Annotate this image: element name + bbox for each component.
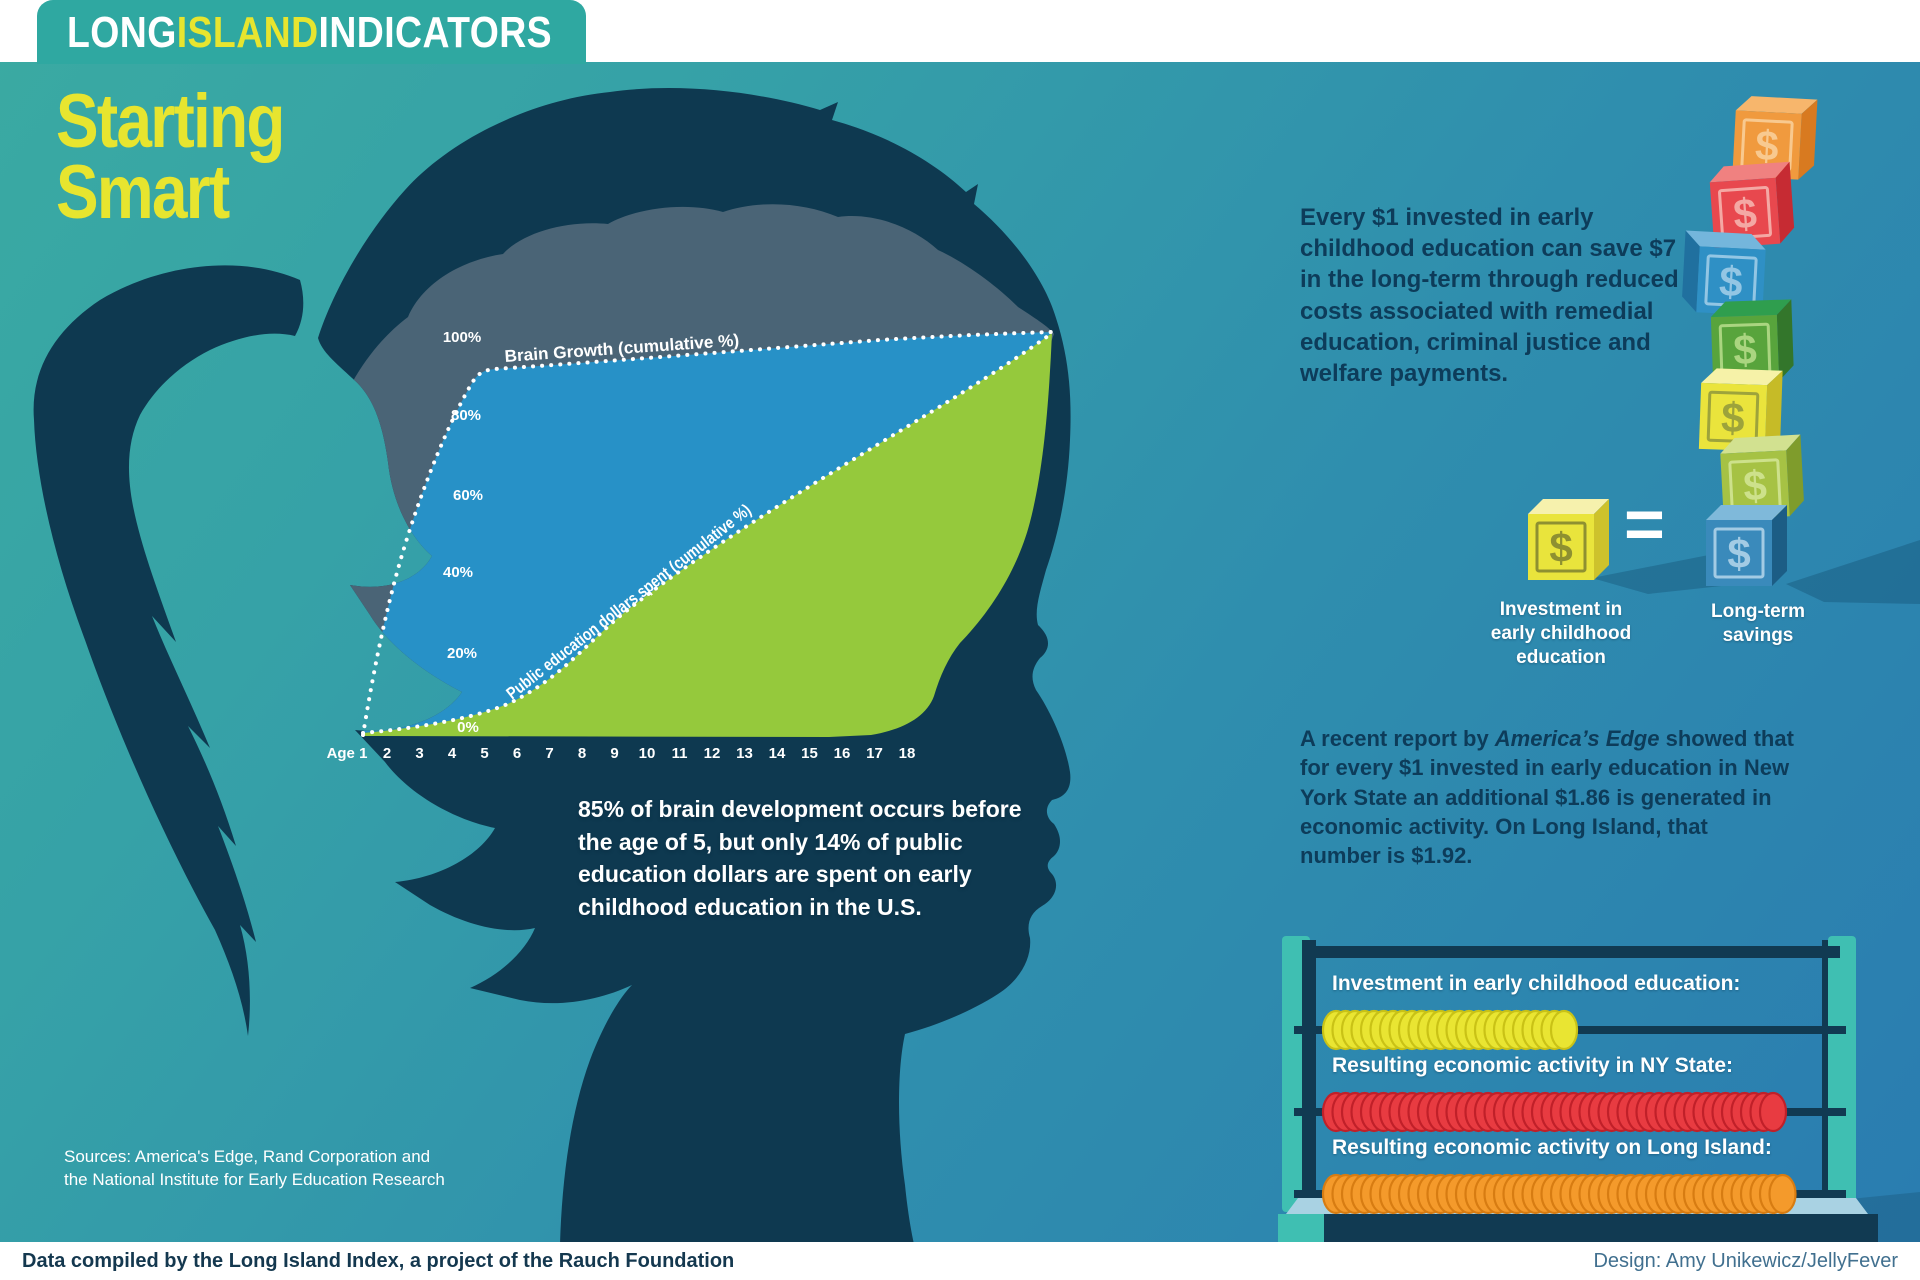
x-tick: 12	[704, 745, 721, 762]
x-tick: 9	[610, 745, 618, 762]
dollar-block-red: $	[1709, 161, 1795, 249]
sources-note: Sources: America's Edge, Rand Corporatio…	[64, 1147, 445, 1189]
dollar-icon: $	[1718, 257, 1744, 305]
x-tick: 4	[448, 745, 457, 762]
dollar-icon: $	[1733, 326, 1758, 374]
x-tick: 2	[383, 745, 391, 762]
dollar-block-olive: $	[1720, 434, 1804, 520]
brand-island: ISLAND	[176, 8, 319, 57]
savings-paragraph: Every $1 invested in early childhood edu…	[1300, 204, 1679, 387]
para2-suffix: showed that for every $1 invested in ear…	[1300, 726, 1794, 868]
page-title: Starting Smart	[56, 79, 285, 236]
para2-report-name: America’s Edge	[1494, 726, 1660, 751]
dollar-icon: $	[1742, 461, 1768, 509]
abacus-row-label-nystate: Resulting economic activity in NY State:	[1332, 1054, 1734, 1077]
footer-bar	[0, 1242, 1920, 1280]
dollar-icon: $	[1549, 524, 1572, 571]
x-tick: 5	[480, 745, 488, 762]
brand-indicators: INDICATORS	[318, 8, 553, 57]
abacus-graphic	[1278, 936, 1920, 1248]
abacus-bead	[1549, 1009, 1579, 1051]
dollar-block-blue-dark: $	[1706, 505, 1787, 586]
x-tick: 15	[801, 745, 818, 762]
x-tick: Age 1	[327, 745, 368, 762]
brain-growth-area	[363, 332, 1052, 735]
brand-wordmark: LONGISLANDINDICATORS	[67, 8, 552, 58]
education-dollars-area	[363, 333, 1052, 737]
education-dollars-dotted-line	[361, 331, 1054, 735]
x-tick: 3	[415, 745, 423, 762]
y-tick: 20%	[447, 645, 477, 662]
dollar-block-blue: $	[1682, 230, 1766, 316]
abacus-beads	[1321, 1009, 1797, 1215]
x-tick: 6	[513, 745, 521, 762]
y-tick: 0%	[457, 719, 479, 736]
ponytail-silhouette	[33, 265, 304, 1036]
abacus-bead	[1758, 1091, 1788, 1133]
abacus-row-label-longisland: Resulting economic activity on Long Isla…	[1332, 1136, 1772, 1159]
dollar-block-green: $	[1710, 299, 1794, 384]
dollar-block-yellow: $	[1698, 368, 1783, 452]
y-tick: 80%	[451, 407, 481, 424]
x-tick: 18	[899, 745, 916, 762]
equals-sign: =	[1624, 485, 1665, 563]
x-tick: 14	[769, 745, 786, 762]
y-axis-ticks: 100% 80% 60% 40% 20% 0%	[443, 329, 483, 736]
stack-shadow	[1786, 540, 1920, 604]
dollar-icon: $	[1727, 530, 1750, 577]
dollar-icon: $	[1720, 394, 1745, 442]
brand-tab: LONGISLANDINDICATORS	[37, 0, 586, 64]
brand-long: LONG	[67, 8, 177, 57]
dollar-block-yellow-invest: $	[1528, 499, 1609, 580]
x-tick: 7	[545, 745, 553, 762]
equation-left-label: Investment in early childhood education	[1490, 599, 1632, 668]
chart-note: 85% of brain development occurs before t…	[578, 796, 1022, 920]
x-tick: 10	[639, 745, 656, 762]
abacus-post-left-inner	[1302, 940, 1316, 1212]
abacus-bead	[1768, 1173, 1797, 1215]
abacus-row-label-investment: Investment in early childhood education:	[1332, 972, 1741, 995]
abacus-post-right-outer	[1828, 936, 1856, 1212]
x-tick: 11	[672, 745, 688, 762]
economic-activity-paragraph: A recent report by America’s Edge showed…	[1300, 724, 1794, 870]
footer-credit-right: Design: Amy Unikewicz/JellyFever	[1593, 1250, 1898, 1272]
dollar-icon: $	[1732, 189, 1759, 238]
x-axis-ticks: Age 1 2 3 4 5 6 7 8 9 10 11 12 13 14 15 16 17 18	[327, 745, 916, 762]
y-tick: 100%	[443, 329, 481, 346]
para2-prefix: A recent report by	[1300, 726, 1495, 751]
equation-right-label: Long-term savings	[1711, 601, 1805, 646]
x-tick: 13	[736, 745, 753, 762]
footer-credit-left: Data compiled by the Long Island Index, …	[22, 1250, 735, 1272]
y-tick: 60%	[453, 487, 483, 504]
y-tick: 40%	[443, 564, 473, 581]
x-tick: 16	[834, 745, 851, 762]
dollar-blocks-graphic: $ $ $ $ $ $ $ $	[1528, 96, 1818, 586]
brain-chart-areas	[303, 204, 1054, 737]
abacus-top-rail	[1312, 946, 1840, 958]
dollar-icon: $	[1754, 121, 1780, 169]
x-tick: 8	[578, 745, 586, 762]
x-tick: 17	[866, 745, 883, 762]
